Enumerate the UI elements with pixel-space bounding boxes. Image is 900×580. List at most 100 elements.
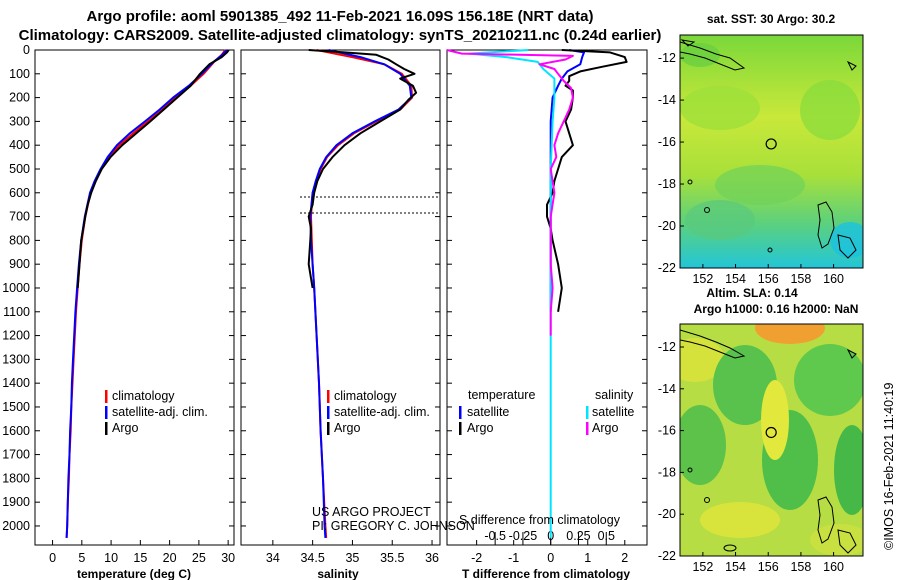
- x-tick-label: 34.5: [300, 551, 324, 565]
- difference-plot-frame: [446, 49, 648, 546]
- x-tick-label: 2: [621, 551, 628, 565]
- legend-swatch-climatology: [327, 390, 330, 403]
- legend-label-sal-satellite: satellite: [592, 405, 634, 419]
- top-tick-label: 0.25: [566, 529, 590, 543]
- depth-tick-label: 500: [9, 162, 30, 176]
- s-difference-axis: -0.5 -0.25 0 0.25 0.5: [484, 529, 615, 545]
- series-line-argo: [76, 49, 230, 289]
- legend-label-satellite: satellite-adj. clim.: [112, 405, 208, 419]
- x-tick-label: -2: [471, 551, 482, 565]
- lat-tick-label: -22: [658, 549, 676, 563]
- temperature-axis: 0 5 10 15 20 25 30: [49, 540, 235, 565]
- x-tick-label: 36: [425, 551, 439, 565]
- salinity-axis: 34 34.5 35 35.5 36: [266, 540, 439, 565]
- depth-tick-label: 900: [9, 257, 30, 271]
- argo-position-marker: [765, 138, 777, 150]
- legend-swatch-temp-satellite: [459, 406, 462, 419]
- legend-swatch-sal-satellite: [586, 406, 589, 419]
- legend-swatch-argo: [327, 422, 330, 435]
- depth-tick-label: 300: [9, 114, 30, 128]
- x-tick-label: 10: [104, 551, 118, 565]
- x-tick-label: 0: [547, 551, 554, 565]
- figure-title-line2: Climatology: CARS2009. Satellite-adjuste…: [19, 27, 662, 44]
- lat-tick-label: -16: [658, 135, 676, 149]
- legend-label-satellite: satellite-adj. clim.: [334, 405, 430, 419]
- temperature-axis-label: temperature (deg C): [77, 567, 191, 580]
- sst-map: [680, 35, 863, 268]
- x-tick-label: 1: [584, 551, 591, 565]
- legend-label-argo: Argo: [112, 421, 138, 435]
- legend-swatch-sal-argo: [586, 422, 589, 435]
- series-line-salinity-argo: [446, 49, 574, 336]
- lon-tick-label: 152: [692, 272, 713, 286]
- lon-tick-label: 154: [725, 560, 746, 574]
- depth-tick-label: 1600: [2, 424, 30, 438]
- sst-map-lon-axis: 152 154 156 158 160: [692, 264, 844, 286]
- legend-header-salinity: salinity: [595, 388, 634, 402]
- lat-tick-label: -14: [658, 93, 676, 107]
- legend-label-temp-argo: Argo: [467, 421, 493, 435]
- depth-tick-label: 100: [9, 67, 30, 81]
- x-tick-label: 35: [345, 551, 359, 565]
- sla-map-lon-axis: 152 154 156 158 160: [692, 552, 844, 574]
- temperature-profiles: [65, 49, 230, 538]
- legend-swatch-temp-argo: [459, 422, 462, 435]
- legend-label-climatology: climatology: [112, 389, 175, 403]
- legend-label-sal-argo: Argo: [592, 421, 618, 435]
- difference-depth-ticks: [447, 49, 647, 527]
- depth-tick-label: 600: [9, 186, 30, 200]
- depth-tick-label: 1100: [3, 305, 30, 319]
- legend-swatch-argo: [105, 422, 108, 435]
- lat-tick-label: -22: [658, 261, 676, 275]
- top-tick-label: -0.5: [484, 529, 506, 543]
- t-difference-axis-label: T difference from climatology: [462, 567, 630, 580]
- s-difference-axis-label: S difference from climatology: [459, 513, 621, 527]
- salinity-profiles: [307, 49, 418, 538]
- lon-tick-label: 154: [725, 272, 746, 286]
- temperature-legend: climatology satellite-adj. clim. Argo: [105, 389, 208, 435]
- depth-tick-label: 1400: [2, 376, 30, 390]
- series-line-temperature-argo: [546, 49, 628, 312]
- lat-tick-label: -18: [658, 177, 676, 191]
- salinity-depth-ticks: [241, 49, 440, 527]
- lat-tick-label: -20: [658, 219, 676, 233]
- sla-map-frame: [679, 323, 864, 557]
- salinity-plot-frame: [240, 49, 441, 546]
- depth-tick-label: 1300: [2, 352, 30, 366]
- lon-tick-label: 156: [758, 560, 779, 574]
- legend-swatch-climatology: [105, 390, 108, 403]
- lon-tick-label: 158: [790, 272, 811, 286]
- sla-map-title: Altim. SLA: 0.14: [706, 286, 798, 300]
- sst-map-lat-axis: -12 -14 -16 -18 -20 -22: [658, 51, 684, 275]
- lat-tick-label: -16: [658, 424, 676, 438]
- pi-annotation: PI: GREGORY C. JOHNSON: [312, 519, 475, 533]
- lat-tick-label: -18: [658, 465, 676, 479]
- reef-contour: [817, 496, 835, 544]
- depth-tick-label: 200: [9, 91, 30, 105]
- coastline-solomon: [680, 329, 746, 359]
- depth-tick-label: 400: [9, 138, 30, 152]
- series-line-argo: [307, 49, 418, 289]
- sst-map-frame: [679, 34, 864, 269]
- depth-tick-label: 1900: [2, 495, 30, 509]
- depth-tick-label: 2000: [2, 519, 30, 533]
- sst-map-title: sat. SST: 30 Argo: 30.2: [707, 12, 836, 26]
- series-line-satellite-adj-clim-: [309, 49, 413, 538]
- x-tick-label: 25: [192, 551, 206, 565]
- series-line-climatology: [310, 49, 414, 538]
- legend-label-temp-satellite: satellite: [467, 405, 509, 419]
- x-tick-label: 34: [266, 551, 280, 565]
- figure-title-line1: Argo profile: aoml 5901385_492 11-Feb-20…: [87, 8, 594, 25]
- lon-tick-label: 152: [692, 560, 713, 574]
- depth-tick-label: 800: [9, 233, 30, 247]
- legend-swatch-satellite: [105, 406, 108, 419]
- x-tick-label: 15: [133, 551, 147, 565]
- depth-tick-label: 1800: [2, 471, 30, 485]
- legend-label-argo: Argo: [334, 421, 360, 435]
- lat-tick-label: -12: [658, 51, 676, 65]
- lon-tick-label: 158: [790, 560, 811, 574]
- lat-tick-label: -12: [658, 340, 676, 354]
- top-tick-label: -0.25: [509, 529, 538, 543]
- lat-tick-label: -20: [658, 507, 676, 521]
- coastline-solomon: [680, 41, 746, 71]
